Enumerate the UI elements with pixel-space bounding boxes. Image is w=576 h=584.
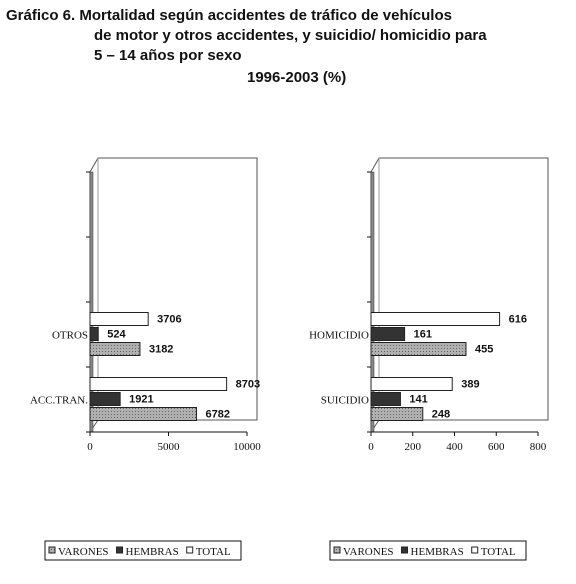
data-label: 161 xyxy=(414,329,432,341)
bar xyxy=(89,312,149,326)
bar xyxy=(370,312,501,326)
x-tick-label: 0 xyxy=(368,441,374,453)
data-label: 524 xyxy=(107,329,126,341)
y-tick-label: OTROS xyxy=(52,330,88,342)
chart-title: Gráfico 6. Mortalidad según accidentes d… xyxy=(6,7,452,24)
y-tick-label: HOMICIDIO xyxy=(309,330,369,342)
y-tick-label: ACC.TRAN. xyxy=(30,395,88,407)
legend-label: VARONES xyxy=(58,546,109,558)
bar xyxy=(370,407,424,421)
bar xyxy=(370,342,467,356)
bar xyxy=(370,327,406,341)
legend-label: TOTAL xyxy=(481,546,516,558)
legend-swatch xyxy=(401,546,409,554)
legend-swatch xyxy=(186,546,194,554)
data-label: 3182 xyxy=(149,344,173,356)
legend-swatch xyxy=(48,546,56,554)
x-tick-label: 0 xyxy=(87,441,93,453)
legend-label: VARONES xyxy=(343,546,394,558)
data-label: 248 xyxy=(432,409,450,421)
x-tick-label: 800 xyxy=(530,441,547,453)
data-label: 389 xyxy=(461,379,479,391)
bar xyxy=(89,342,141,356)
data-label: 616 xyxy=(509,314,527,326)
data-label: 6782 xyxy=(205,409,229,421)
bar xyxy=(89,407,197,421)
y-tick-label: SUICIDIO xyxy=(321,395,369,407)
chart-title: de motor y otros accidentes, y suicidio/… xyxy=(94,27,487,44)
data-label: 141 xyxy=(409,394,427,406)
legend-label: HEMBRAS xyxy=(411,546,464,558)
data-label: 8703 xyxy=(236,379,260,391)
legend-label: HEMBRAS xyxy=(126,546,179,558)
x-tick-label: 5000 xyxy=(158,441,181,453)
bar xyxy=(370,377,453,391)
chart-title: 5 – 14 años por sexo xyxy=(94,47,242,64)
x-tick-label: 200 xyxy=(405,441,422,453)
legend-swatch xyxy=(116,546,124,554)
bar xyxy=(370,392,401,406)
x-tick-label: 10000 xyxy=(233,441,261,453)
legend-swatch xyxy=(333,546,341,554)
legend-box xyxy=(329,540,527,561)
bar xyxy=(89,377,228,391)
chart-subtitle: 1996-2003 (%) xyxy=(247,69,346,86)
legend-label: TOTAL xyxy=(196,546,231,558)
data-label: 3706 xyxy=(157,314,181,326)
bar xyxy=(89,392,121,406)
legend-box xyxy=(44,540,242,561)
bar xyxy=(89,327,99,341)
x-tick-label: 400 xyxy=(446,441,463,453)
legend-swatch xyxy=(471,546,479,554)
data-label: 455 xyxy=(475,344,493,356)
data-label: 1921 xyxy=(129,394,153,406)
x-tick-label: 600 xyxy=(488,441,505,453)
